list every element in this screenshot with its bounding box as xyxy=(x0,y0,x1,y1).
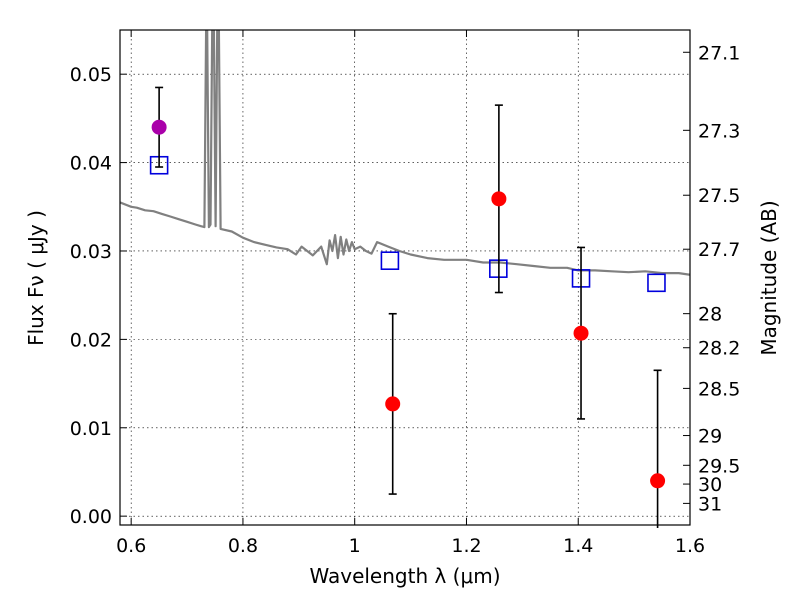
mag-tick-label: 27.3 xyxy=(698,120,740,142)
model-sed-layer xyxy=(120,30,690,276)
x-tick-label: 0.8 xyxy=(228,535,258,557)
mag-tick-label: 28.2 xyxy=(698,338,740,360)
y-axis-right-label: Magnitude (AB) xyxy=(757,200,781,355)
model-photometry-square xyxy=(647,273,666,293)
y-tick-label: 0.01 xyxy=(70,418,112,440)
mag-tick-label: 28.5 xyxy=(698,378,740,400)
mag-tick-label: 27.7 xyxy=(698,239,740,261)
axes: 0.6 0.8 1 1.2 1.4 1.6 0.00 0.01 0.02 0.03 0.04 0.05… xyxy=(70,30,740,557)
x-tick-label: 1 xyxy=(349,535,361,557)
x-tick-label: 1.4 xyxy=(563,535,593,557)
mag-tick-label: 29 xyxy=(698,426,722,448)
y-axis-label: Flux Fν ( μJy ) xyxy=(24,210,48,346)
y-tick-label: 0.00 xyxy=(70,506,112,528)
data-marks-layer xyxy=(149,86,666,528)
y-tick-label: 0.02 xyxy=(70,329,112,351)
data-point xyxy=(385,396,401,412)
data-point xyxy=(151,119,167,135)
mag-tick-label: 28 xyxy=(698,304,722,326)
mag-tick-label: 30 xyxy=(698,474,722,496)
y-tick-label: 0.05 xyxy=(70,64,112,86)
mag-tick-label: 29.5 xyxy=(698,455,740,477)
mag-tick-label: 27.5 xyxy=(698,185,740,207)
x-tick-label: 1.2 xyxy=(451,535,481,557)
plot-area xyxy=(120,30,690,528)
data-point xyxy=(650,473,666,489)
model-sed-line xyxy=(120,30,690,276)
model-photometry-square xyxy=(380,251,400,271)
x-tick-label: 1.6 xyxy=(675,535,705,557)
y-tick-label: 0.03 xyxy=(70,241,112,263)
plot-frame xyxy=(119,29,691,526)
y-tick-label: 0.04 xyxy=(70,153,112,175)
x-axis-label: Wavelength λ (μm) xyxy=(309,564,500,588)
data-point xyxy=(573,325,589,341)
x-tick-label: 0.6 xyxy=(116,535,146,557)
mag-tick-label: 31 xyxy=(698,493,722,515)
data-point xyxy=(491,191,507,207)
mag-tick-label: 27.1 xyxy=(698,42,740,64)
